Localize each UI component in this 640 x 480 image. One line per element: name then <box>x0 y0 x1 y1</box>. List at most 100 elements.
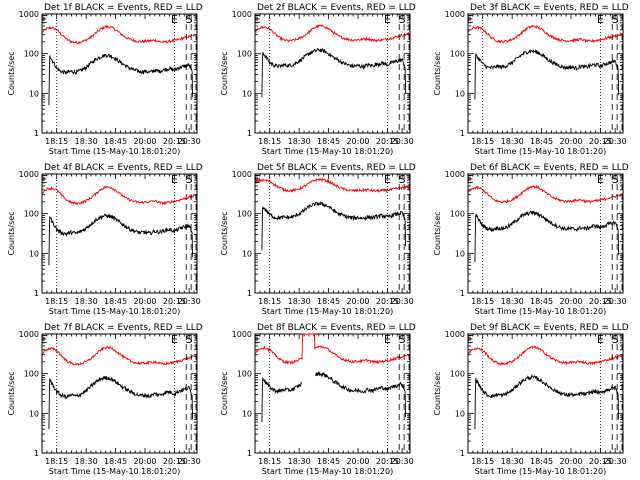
y-tick-label: 1 <box>247 449 252 458</box>
y-axis-label: Counts/sec <box>433 371 442 415</box>
lld-series-line <box>255 23 410 43</box>
marker-letter: E <box>466 173 473 186</box>
y-tick-label: 1 <box>460 129 465 138</box>
y-tick-label: 1 <box>247 129 252 138</box>
panel-title: Det 1f BLACK = Events, RED = LLD <box>44 3 203 13</box>
panel-2: Det 2f BLACK = Events, RED = LLD 1 10 100 10… <box>220 3 416 156</box>
x-tick-label: 18:45 <box>317 137 340 146</box>
events-series-line <box>261 371 407 423</box>
y-tick-label: 100 <box>237 50 252 59</box>
y-tick-label: 1000 <box>232 10 252 19</box>
x-tick-label: 18:45 <box>530 457 553 466</box>
panel-4: Det 4f BLACK = Events, RED = LLD 1 10 100 10… <box>7 163 203 316</box>
marker-letter: E <box>253 173 260 186</box>
y-tick-label: 100 <box>237 370 252 379</box>
events-series-line <box>48 375 194 430</box>
x-axis-label: Start Time (15-May-10 18:01:20) <box>262 147 393 156</box>
events-series-line <box>48 213 194 266</box>
x-tick-label: 18:30 <box>501 457 524 466</box>
y-tick-label: 1 <box>34 289 39 298</box>
panel-title: Det 5f BLACK = Events, RED = LLD <box>257 163 416 173</box>
y-tick-label: 1000 <box>19 10 39 19</box>
y-tick-label: 100 <box>450 210 465 219</box>
marker-letter: S <box>612 173 619 186</box>
y-tick-label: 100 <box>450 370 465 379</box>
x-tick-label: 20:15 <box>376 457 399 466</box>
plot-frame <box>467 333 624 454</box>
panel-5: Det 5f BLACK = Events, RED = LLD 1 10 100 10… <box>220 163 416 316</box>
panel-3: Det 3f BLACK = Events, RED = LLD 1 10 100 10… <box>433 3 629 156</box>
marker-letter: E <box>171 13 178 26</box>
lld-series-line <box>468 184 624 204</box>
y-tick-label: 10 <box>29 409 39 418</box>
x-tick-label: 18:15 <box>258 457 281 466</box>
y-tick-label: 1000 <box>445 330 465 339</box>
x-tick-label: 20:30 <box>391 297 414 306</box>
panel-6: Det 6f BLACK = Events, RED = LLD 1 10 100 10… <box>433 163 629 316</box>
marker-letter: E <box>384 333 391 346</box>
marker-letter: E <box>466 13 473 26</box>
x-tick-label: 18:30 <box>75 137 98 146</box>
y-tick-label: 1 <box>460 289 465 298</box>
x-tick-label: 20:30 <box>178 297 201 306</box>
marker-letter: E <box>597 333 604 346</box>
y-axis-label: Counts/sec <box>7 211 16 255</box>
y-tick-label: 1000 <box>232 330 252 339</box>
x-tick-label: 20:15 <box>589 457 612 466</box>
lld-series-line <box>42 24 197 45</box>
x-tick-label: 20:00 <box>133 137 156 146</box>
plot-frame <box>467 13 624 134</box>
marker-letter: S <box>399 173 406 186</box>
panel-title: Det 7f BLACK = Events, RED = LLD <box>44 323 203 333</box>
marker-letter: S <box>186 173 193 186</box>
y-tick-label: 1000 <box>232 170 252 179</box>
x-tick-label: 18:30 <box>288 457 311 466</box>
lld-series-line <box>468 345 624 367</box>
events-series-line <box>474 374 620 430</box>
x-tick-label: 20:30 <box>604 297 627 306</box>
marker-letter: E <box>40 333 47 346</box>
x-tick-label: 18:30 <box>75 297 98 306</box>
x-axis-label: Start Time (15-May-10 18:01:20) <box>475 147 606 156</box>
marker-letter: E <box>597 173 604 186</box>
x-tick-label: 20:00 <box>559 297 582 306</box>
x-tick-label: 20:00 <box>346 297 369 306</box>
x-axis-label: Start Time (15-May-10 18:01:20) <box>49 307 180 316</box>
panel-9: Det 9f BLACK = Events, RED = LLD 1 10 100 10… <box>433 323 629 476</box>
marker-letter: E <box>597 13 604 26</box>
x-tick-label: 20:00 <box>133 457 156 466</box>
x-tick-label: 20:15 <box>163 297 186 306</box>
x-tick-label: 18:45 <box>530 297 553 306</box>
y-tick-label: 1 <box>34 129 39 138</box>
y-axis-label: Counts/sec <box>7 371 16 415</box>
x-tick-label: 18:30 <box>75 457 98 466</box>
y-tick-label: 1000 <box>19 170 39 179</box>
marker-letter: E <box>466 333 473 346</box>
x-tick-label: 20:00 <box>346 457 369 466</box>
y-axis-label: Counts/sec <box>220 211 229 255</box>
x-tick-label: 20:00 <box>133 297 156 306</box>
lld-series-line <box>468 25 623 44</box>
marker-letter: S <box>186 13 193 26</box>
plot-frame <box>467 173 624 294</box>
x-tick-label: 18:15 <box>45 137 68 146</box>
y-tick-label: 10 <box>29 89 39 98</box>
plot-frame <box>254 13 411 134</box>
y-tick-label: 100 <box>24 50 39 59</box>
y-tick-label: 10 <box>242 409 252 418</box>
panel-title: Det 4f BLACK = Events, RED = LLD <box>44 163 203 173</box>
lld-series-line <box>42 185 197 206</box>
x-axis-label: Start Time (15-May-10 18:01:20) <box>262 307 393 316</box>
x-tick-label: 20:30 <box>391 457 414 466</box>
x-axis-label: Start Time (15-May-10 18:01:20) <box>49 467 180 476</box>
plot-frame <box>41 333 198 454</box>
plot-frame <box>41 173 198 294</box>
x-tick-label: 18:45 <box>104 297 127 306</box>
marker-letter: S <box>612 13 619 26</box>
x-tick-label: 20:00 <box>559 137 582 146</box>
y-tick-label: 10 <box>455 409 465 418</box>
y-tick-label: 1000 <box>19 330 39 339</box>
events-series-line <box>474 49 620 100</box>
x-tick-label: 18:30 <box>288 137 311 146</box>
y-tick-label: 100 <box>24 210 39 219</box>
